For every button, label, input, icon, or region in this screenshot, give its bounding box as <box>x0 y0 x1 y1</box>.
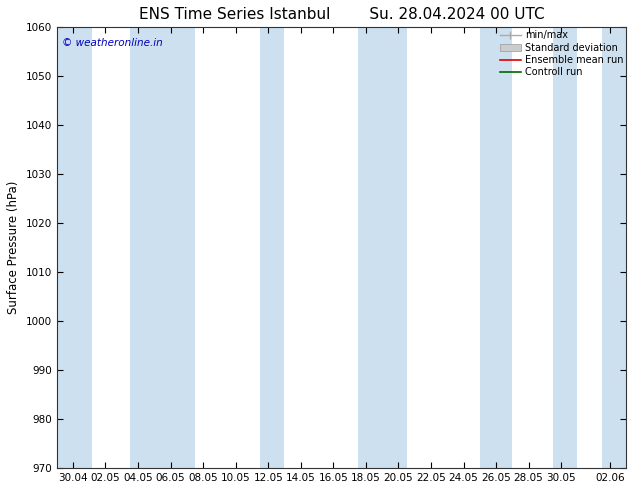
Bar <box>162 27 195 468</box>
Bar <box>358 27 382 468</box>
Text: © weatheronline.in: © weatheronline.in <box>62 38 163 49</box>
Bar <box>382 27 406 468</box>
Legend: min/max, Standard deviation, Ensemble mean run, Controll run: min/max, Standard deviation, Ensemble me… <box>500 30 623 77</box>
Bar <box>56 27 93 468</box>
Bar <box>130 27 162 468</box>
Bar <box>602 27 626 468</box>
Bar <box>480 27 512 468</box>
Title: ENS Time Series Istanbul        Su. 28.04.2024 00 UTC: ENS Time Series Istanbul Su. 28.04.2024 … <box>139 7 544 22</box>
Y-axis label: Surface Pressure (hPa): Surface Pressure (hPa) <box>7 181 20 315</box>
Bar <box>260 27 285 468</box>
Bar <box>553 27 578 468</box>
